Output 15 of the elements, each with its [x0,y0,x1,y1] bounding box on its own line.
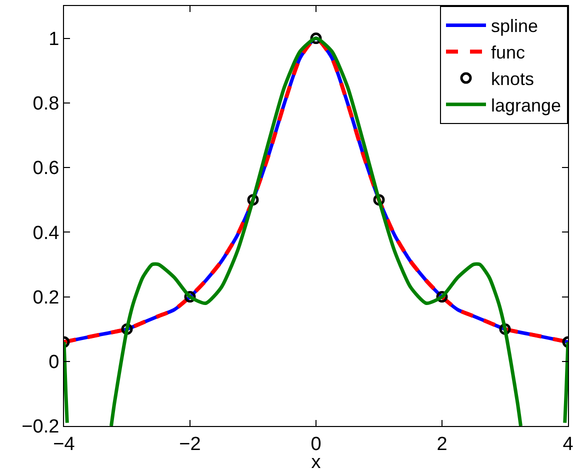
x-tick-label: 0 [310,434,322,455]
y-tick-label: 0.8 [32,94,60,115]
x-tick-label: 2 [436,434,448,455]
x-tick-label: 4 [562,434,574,455]
x-tick-label: −2 [179,434,201,455]
legend-label: knots [491,69,534,90]
legend-label: func [491,42,526,63]
y-tick-label: 1 [48,28,60,50]
y-tick-label: 0.6 [32,158,60,180]
y-tick-label: 0 [48,352,60,374]
legend-label: lagrange [491,95,562,116]
y-tick-label: 0.4 [32,222,60,244]
y-tick-label: 0.2 [32,287,60,308]
x-axis-title: x [311,452,322,473]
legend-label: spline [491,16,538,36]
